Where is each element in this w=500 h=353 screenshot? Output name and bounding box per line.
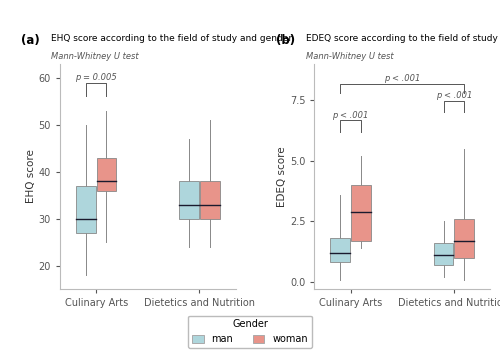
Bar (96, 158, 116, 191)
Bar (330, 238, 350, 262)
Text: Mann-Whitney U test: Mann-Whitney U test (306, 52, 394, 61)
Bar (179, 181, 199, 219)
Text: p < .001: p < .001 (332, 111, 369, 120)
Y-axis label: EHQ score: EHQ score (26, 150, 36, 203)
Text: EDEQ score according to the field of study and gender: EDEQ score according to the field of stu… (306, 34, 500, 43)
Text: EHQ score according to the field of study and gender: EHQ score according to the field of stud… (51, 34, 292, 43)
Text: Mann-Whitney U test: Mann-Whitney U test (51, 52, 139, 61)
Text: p < .001: p < .001 (436, 91, 472, 100)
Text: p = 0.005: p = 0.005 (76, 73, 117, 82)
Bar (200, 181, 220, 219)
Bar (76, 186, 96, 233)
Bar (434, 243, 454, 265)
Text: (a): (a) (22, 34, 40, 47)
Text: (b): (b) (276, 34, 295, 47)
Bar (454, 219, 474, 258)
Bar (351, 185, 371, 241)
Legend: man, woman: man, woman (188, 316, 312, 348)
Text: p < .001: p < .001 (384, 74, 420, 83)
Y-axis label: EDEQ score: EDEQ score (277, 146, 287, 207)
